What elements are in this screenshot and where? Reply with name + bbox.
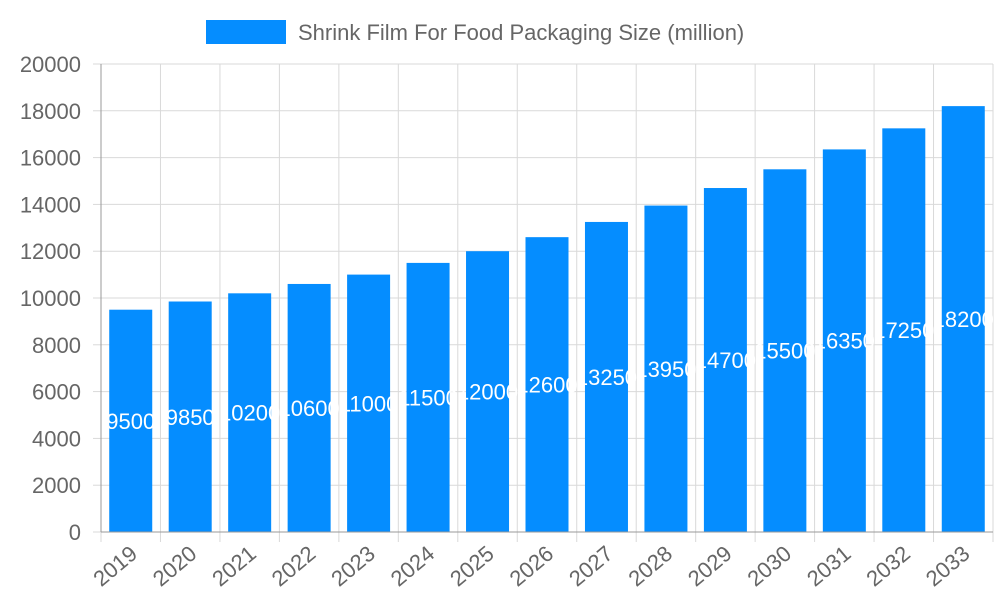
bar-2033[interactable] <box>941 106 985 533</box>
data-label-2030: 15500 <box>754 339 815 364</box>
data-label-2019: 9500 <box>106 409 155 434</box>
data-label-2021: 10200 <box>219 401 280 426</box>
y-tick-label: 20000 <box>20 52 81 77</box>
x-tick-label: 2032 <box>861 541 915 592</box>
x-tick-label: 2027 <box>564 541 618 592</box>
data-label-2024: 11500 <box>398 385 458 410</box>
bar-2022[interactable] <box>287 283 331 532</box>
data-label-2020: 9850 <box>166 405 215 430</box>
bar-2023[interactable] <box>347 274 391 532</box>
x-tick-label: 2028 <box>624 541 678 592</box>
x-tick-label: 2029 <box>683 541 737 592</box>
legend-swatch <box>206 20 286 44</box>
bar-2025[interactable] <box>466 251 510 532</box>
x-tick-label: 2025 <box>445 541 499 592</box>
bar-2026[interactable] <box>525 237 569 532</box>
x-tick-label: 2023 <box>326 541 380 592</box>
data-label-2029: 14700 <box>695 348 756 373</box>
data-label-2026: 12600 <box>516 373 577 398</box>
bar-2032[interactable] <box>882 128 926 532</box>
data-label-2023: 11000 <box>339 391 399 416</box>
bar-2020[interactable] <box>168 301 212 532</box>
data-label-2033: 18200 <box>933 307 994 332</box>
bar-2029[interactable] <box>703 188 747 532</box>
data-label-2031: 16350 <box>814 329 875 354</box>
y-tick-label: 0 <box>69 520 81 545</box>
data-label-2022: 10600 <box>279 396 340 421</box>
x-tick-label: 2033 <box>921 541 975 592</box>
bar-2028[interactable] <box>644 205 688 532</box>
x-tick-label: 2019 <box>88 541 142 592</box>
y-tick-label: 2000 <box>32 473 81 498</box>
bar-2031[interactable] <box>822 149 866 532</box>
y-tick-label: 14000 <box>20 192 81 217</box>
bar-2030[interactable] <box>763 169 807 533</box>
x-tick-label: 2021 <box>207 541 261 592</box>
x-tick-label: 2024 <box>386 541 440 592</box>
y-tick-label: 6000 <box>32 380 81 405</box>
bar-2021[interactable] <box>228 293 272 532</box>
y-tick-label: 8000 <box>32 333 81 358</box>
y-tick-label: 16000 <box>20 146 81 171</box>
y-tick-label: 12000 <box>20 239 81 264</box>
bar-2019[interactable] <box>109 309 153 532</box>
x-tick-label: 2026 <box>505 541 559 592</box>
x-tick-label: 2031 <box>802 541 856 592</box>
bar-2024[interactable] <box>406 262 450 532</box>
y-tick-label: 10000 <box>20 286 81 311</box>
y-tick-label: 18000 <box>20 99 81 124</box>
legend-label: Shrink Film For Food Packaging Size (mil… <box>298 20 744 45</box>
legend[interactable]: Shrink Film For Food Packaging Size (mil… <box>206 20 744 45</box>
x-tick-label: 2022 <box>267 541 321 592</box>
data-label-2025: 12000 <box>457 380 518 405</box>
x-tick-label: 2030 <box>743 541 797 592</box>
y-tick-label: 4000 <box>32 426 81 451</box>
data-label-2032: 17250 <box>873 318 934 343</box>
data-label-2028: 13950 <box>635 357 696 382</box>
x-tick-label: 2020 <box>148 541 202 592</box>
bar-2027[interactable] <box>584 221 628 532</box>
data-label-2027: 13250 <box>576 365 637 390</box>
